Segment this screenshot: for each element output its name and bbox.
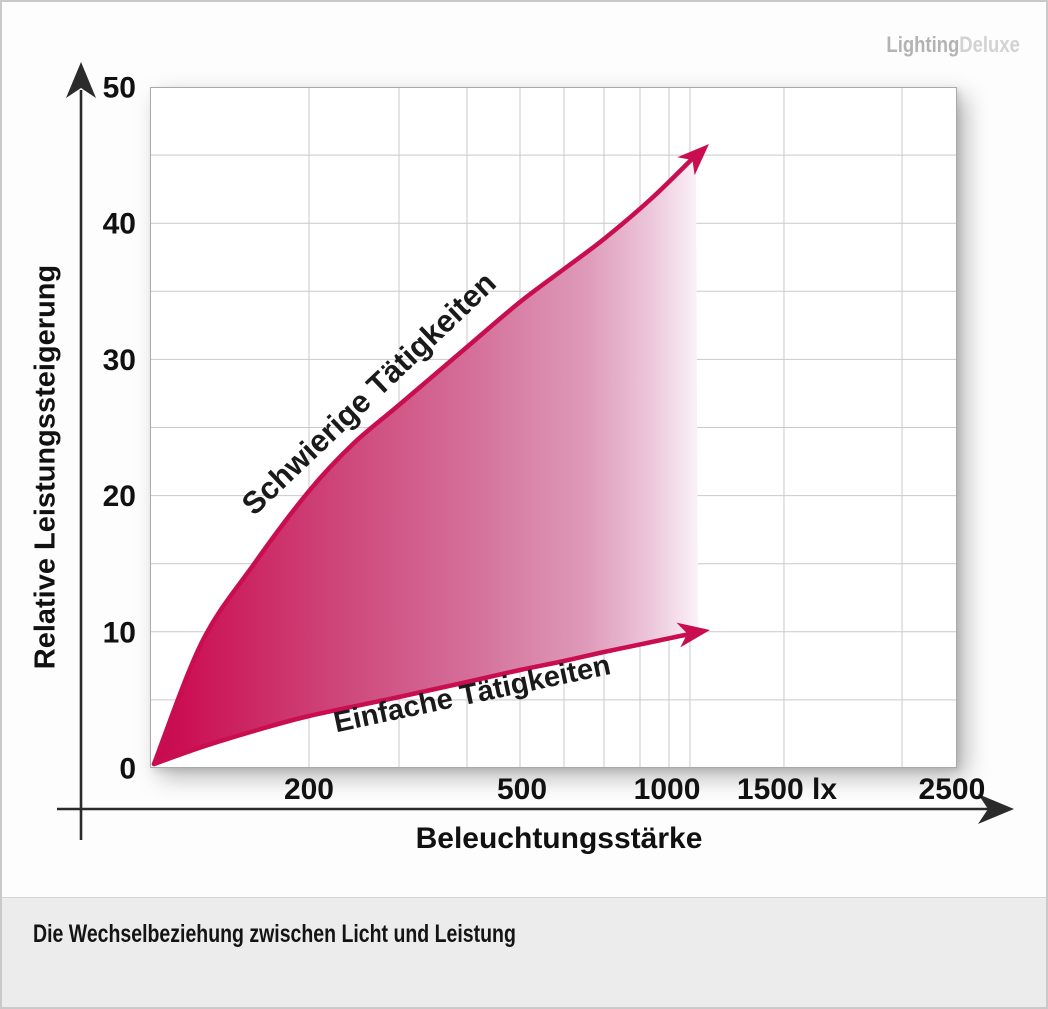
svg-text:1000: 1000 [634, 773, 701, 806]
curve-einfache-taetigkeiten [151, 630, 701, 767]
x-axis-arrowhead-icon [978, 794, 1014, 824]
svg-text:40: 40 [103, 208, 136, 241]
svg-text:1500 lx: 1500 lx [737, 773, 837, 806]
svg-text:10: 10 [103, 616, 136, 649]
y-tick-labels: 0 10 20 30 40 50 [103, 72, 136, 786]
brand-logo: LightingDeluxe [887, 32, 1020, 58]
area-between-curves [154, 155, 698, 764]
svg-text:0: 0 [119, 753, 136, 786]
curve-schwierige-taetigkeiten [151, 152, 699, 767]
svg-text:200: 200 [284, 773, 334, 806]
y-axis-arrowhead-icon [66, 62, 96, 98]
brand-logo-part1: Lighting [886, 32, 960, 57]
caption-text: Die Wechselbeziehung zwischen Licht und … [33, 920, 516, 948]
x-axis-title: Beleuchtungsstärke [415, 822, 703, 855]
caption-bar: Die Wechselbeziehung zwischen Licht und … [2, 897, 1046, 1007]
upper-curve-arrowhead-icon [677, 144, 709, 176]
lower-curve-arrowhead-icon [676, 622, 710, 648]
svg-text:30: 30 [103, 344, 136, 377]
svg-text:2500: 2500 [919, 773, 986, 806]
svg-text:50: 50 [103, 72, 136, 105]
svg-text:500: 500 [497, 773, 547, 806]
x-tick-labels: 200 500 1000 1500 lx 2500 [284, 773, 985, 806]
brand-logo-part2: Deluxe [959, 32, 1020, 57]
svg-text:20: 20 [103, 480, 136, 513]
